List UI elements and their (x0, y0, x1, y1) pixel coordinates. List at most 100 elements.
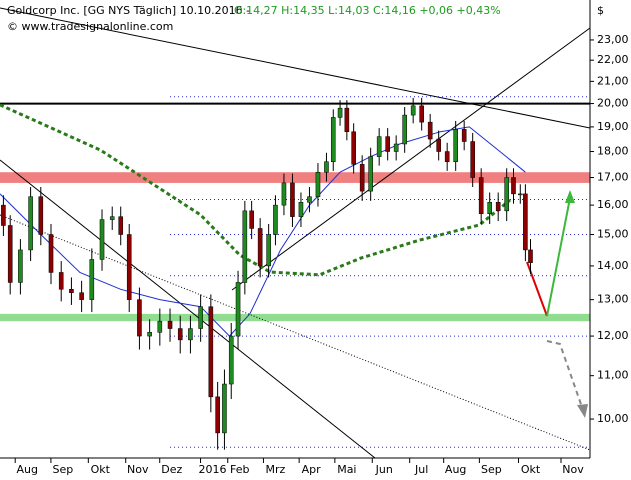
x-tick-label: Nov (127, 463, 149, 476)
candle-body (281, 182, 287, 206)
candle-body (337, 107, 343, 118)
candle-body (118, 216, 124, 235)
candle-body (487, 202, 492, 214)
source: © www.tradesignalonline.com (7, 20, 173, 33)
candle-body (470, 141, 475, 178)
background-layer (0, 96, 590, 448)
y-tick-label: 21,00 (597, 74, 629, 87)
y-tick-label: 13,00 (597, 293, 629, 306)
candle-body (359, 164, 365, 192)
x-tick-label: Nov (562, 463, 584, 476)
moving-average (0, 103, 512, 277)
candle-body (208, 306, 214, 398)
chart-title: Goldcorp Inc. [GG NYS Täglich] 10.10.201… (7, 4, 250, 17)
candle-body (427, 121, 433, 140)
y-tick-label: 16,00 (597, 198, 629, 211)
arrow-head (577, 404, 588, 418)
x-tick-label: Mrz (266, 463, 286, 476)
candle-body (188, 328, 193, 341)
projection-arrow (546, 340, 584, 411)
candle-body (266, 234, 271, 267)
x-tick-label: Jul (414, 463, 428, 476)
candle-body (478, 177, 484, 214)
candle-body (89, 259, 95, 300)
candle-body (523, 193, 528, 251)
y-tick-label: 12,00 (597, 329, 629, 342)
candle-body (410, 105, 416, 116)
quote: O:14,27 H:14,35 L:14,03 C:14,16 +0,06 +0… (234, 4, 501, 17)
candle-body (222, 383, 227, 434)
data-layer (0, 97, 533, 450)
candle-body (511, 177, 516, 195)
candle-body (126, 234, 132, 300)
candle-body (48, 234, 54, 273)
candle-body (147, 332, 152, 337)
candle-body (436, 138, 441, 152)
x-tick-label: Okt (521, 463, 541, 476)
candle-body (242, 210, 248, 283)
candle-body (157, 320, 163, 333)
y-tick-label: 23,00 (597, 33, 629, 46)
x-tick-label: Sep (53, 463, 74, 476)
plot-area (0, 0, 590, 458)
x-tick-label: Mai (337, 463, 356, 476)
candle-body (99, 219, 105, 260)
trendline (0, 7, 591, 129)
x-tick-label: Okt (91, 463, 111, 476)
candle-body (402, 114, 407, 145)
trendline (231, 27, 591, 291)
x-tick-label: Sep (481, 463, 502, 476)
candle-body (215, 396, 220, 434)
candle-body (235, 282, 241, 337)
projection-arrow (546, 197, 571, 317)
candle-body (38, 196, 44, 235)
candle-body (1, 204, 6, 226)
y-tick-label: 14,00 (597, 259, 629, 272)
y-tick-label: 17,00 (597, 171, 629, 184)
candle-body (18, 249, 23, 283)
candle-body (79, 292, 84, 300)
candle-body (324, 161, 329, 173)
y-tick-label: 11,00 (597, 369, 629, 382)
x-tick-label: Dez (161, 463, 182, 476)
candle-body (461, 129, 467, 142)
candle-body (298, 202, 304, 217)
candle-body (28, 196, 33, 251)
candle-body (351, 131, 356, 165)
candle-body (419, 105, 424, 123)
candle-body (228, 335, 234, 385)
trendline (0, 214, 591, 451)
candle-body (517, 193, 523, 196)
candle-body (198, 306, 203, 329)
candle-body (376, 136, 382, 157)
candle-body (504, 177, 509, 212)
candle-body (307, 196, 312, 203)
moving-average (0, 126, 526, 337)
currency: $ (597, 4, 604, 17)
candle-body (368, 156, 373, 192)
trendline (0, 159, 376, 459)
x-tick-label: 2016 (199, 463, 227, 476)
candle-body (58, 272, 64, 290)
candle-body (393, 143, 399, 152)
candle-body (167, 320, 173, 329)
candle-body (109, 216, 115, 220)
y-tick-label: 15,00 (597, 228, 629, 241)
y-tick-label: 22,00 (597, 53, 629, 66)
candle-body (344, 107, 350, 132)
y-tick-label: 10,00 (597, 412, 629, 425)
candle-body (137, 299, 142, 337)
x-tick-label: Jun (375, 463, 393, 476)
y-tick-label: 19,00 (597, 120, 629, 133)
x-tick-label: Feb (230, 463, 249, 476)
candle-body (444, 151, 450, 162)
candle-body (7, 225, 13, 283)
zone (0, 172, 590, 183)
y-tick-label: 20,00 (597, 97, 629, 110)
candle-body (385, 136, 390, 152)
y-tick-label: 18,00 (597, 145, 629, 158)
candle-body (495, 202, 501, 212)
arrow-head (565, 190, 575, 203)
